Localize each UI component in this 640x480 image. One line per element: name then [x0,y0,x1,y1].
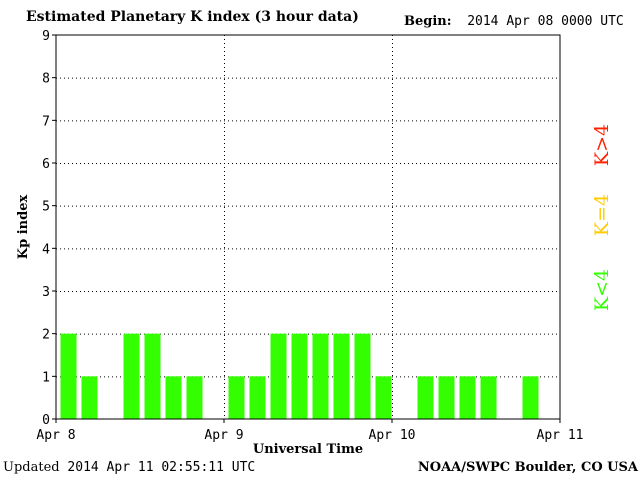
kp-bar [354,333,371,419]
credit-text: NOAA/SWPC Boulder, CO USA [417,460,638,475]
y-tick-label: 3 [42,285,50,300]
x-axis-label: Universal Time [253,442,363,457]
kp-bar [123,333,140,419]
grid-lines [56,35,560,419]
kp-bar [249,376,266,419]
kp-bar [375,376,392,419]
kp-bar [480,376,497,419]
begin-time: Begin: 2014 Apr 08 0000 UTC [404,14,624,29]
y-tick-label: 6 [42,157,50,172]
x-tick-label: Apr 9 [204,428,243,443]
y-tick-label: 7 [42,114,50,129]
kp-bar [60,333,77,419]
legend-item: K>4 [591,124,613,166]
kp-bar [165,376,182,419]
x-tick-label: Apr 8 [36,428,75,443]
updated-label: Updated [3,460,60,475]
legend: K>4 K=4 K<4 [591,124,613,311]
begin-value: 2014 Apr 08 0000 UTC [467,14,624,29]
y-tick-label: 4 [42,242,50,257]
kp-bar [522,376,539,419]
x-axis-ticks: Apr 8 Apr 9 Apr 10 Apr 11 [36,419,583,443]
kp-bar [291,333,308,419]
kp-bar [459,376,476,419]
y-tick-label: 1 [42,370,50,385]
y-tick-label: 8 [42,72,50,87]
y-tick-label: 5 [42,200,50,215]
updated-value: 2014 Apr 11 02:55:11 UTC [67,460,256,475]
chart-title: Estimated Planetary K index (3 hour data… [26,9,359,25]
kp-bar [81,376,98,419]
kp-bar [333,333,350,419]
kp-bar [270,333,287,419]
plot-frame [55,34,561,420]
x-tick-label: Apr 11 [537,428,584,443]
kp-bar [144,333,161,419]
kp-bar [228,376,245,419]
updated-time: Updated 2014 Apr 11 02:55:11 UTC [3,460,255,475]
y-axis-ticks: 0 1 2 3 4 5 6 7 8 9 [42,29,56,428]
kp-bar [312,333,329,419]
y-tick-label: 9 [42,29,50,44]
legend-item: K<4 [591,269,613,311]
legend-item: K=4 [591,194,613,236]
y-tick-label: 0 [42,413,50,428]
y-axis-label: Kp index [16,195,31,260]
kp-bar [186,376,203,419]
kp-bar [438,376,455,419]
bars [60,333,539,419]
y-tick-label: 2 [42,328,50,343]
kp-bar [417,376,434,419]
x-tick-label: Apr 10 [369,428,416,443]
begin-label: Begin: [404,14,452,29]
